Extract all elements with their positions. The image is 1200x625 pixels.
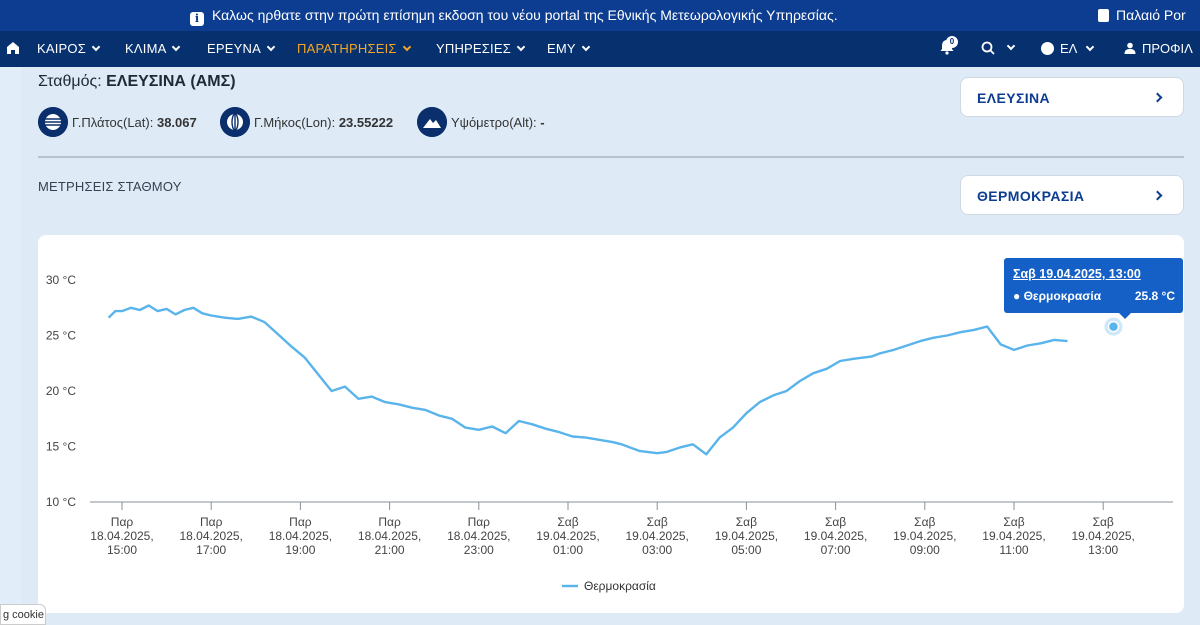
banner-message: i Καλως ηρθατε στην πρώτη επίσημη εκδοση … [190,7,838,26]
legend-label: Θερμοκρασία [584,579,656,593]
profile-link[interactable]: ΠΡΟΦΙΛ [1124,41,1193,56]
tooltip-series: ● Θερμοκρασία [1013,289,1102,303]
language-selector[interactable]: ΕΛ [1041,41,1095,56]
x-tick-label: 18.04.2025, [90,529,153,543]
x-tick-label: Σαβ [825,515,846,529]
x-tick-label: 19.04.2025, [715,529,778,543]
chevron-down-icon [581,42,591,52]
y-tick-label: 20 °C [46,384,76,398]
temperature-series-line [107,304,1068,456]
tooltip-value: 25.8 °C [1134,289,1175,303]
chevron-down-icon[interactable] [1006,41,1016,51]
x-tick-label: Σαβ [1003,515,1024,529]
longitude-icon [220,107,250,137]
document-icon [1098,9,1109,22]
tooltip-pointer [1119,313,1131,319]
latitude-icon [38,107,68,137]
x-tick-label: 19.04.2025, [982,529,1045,543]
y-tick-label: 15 °C [46,440,76,454]
y-tick-label: 30 °C [46,273,76,287]
measurement-selector[interactable]: ΘΕΡΜΟΚΡΑΣΙΑ [960,175,1184,215]
x-tick-label: 19.04.2025, [893,529,956,543]
chevron-down-icon [402,42,411,52]
nav-item-ypiresies[interactable]: ΥΠΗΡΕΣΙΕΣ [436,41,526,56]
section-divider [38,156,1184,158]
x-tick-label: 13:00 [1088,543,1118,557]
nav-item-ereuna[interactable]: ΕΡΕΥΝΑ [207,41,276,56]
x-tick-label: 21:00 [375,543,405,557]
mountain-icon [417,107,447,137]
x-tick-label: Παρ [200,515,223,529]
user-icon [1124,42,1136,54]
home-icon[interactable] [6,41,20,55]
x-tick-label: 11:00 [999,543,1028,557]
x-tick-label: 18.04.2025, [447,529,510,543]
chevron-down-icon [91,42,101,52]
x-tick-label: 03:00 [642,543,672,557]
x-tick-label: 15:00 [107,543,137,557]
x-tick-label: 23:00 [464,543,494,557]
station-selector[interactable]: ΕΛΕΥΣΙΝΑ [960,77,1184,117]
temperature-chart: 30 °C 25 °C 20 °C 15 °C 10 °C Παρ 18.04.2025, 1… [38,235,1184,613]
chevron-down-icon [172,42,181,52]
nav-item-klima[interactable]: ΚΛΙΜΑ [125,41,181,56]
x-tick-label: 18.04.2025, [269,529,332,543]
x-tick-label: Σαβ [1093,515,1114,529]
station-title: Σταθμός: ΕΛΕΥΣΙΝΑ (ΑΜΣ) [38,73,236,90]
x-tick-label: 19.04.2025, [1071,529,1134,543]
x-tick-label: Σαβ [647,515,668,529]
chevron-down-icon [516,42,526,52]
x-tick-label: Σαβ [736,515,757,529]
x-tick-label: 09:00 [910,543,940,557]
info-icon: i [190,12,204,26]
x-tick-label: Παρ [468,515,491,529]
x-tick-label: 18.04.2025, [179,529,242,543]
x-tick-label: 19.04.2025, [625,529,688,543]
globe-icon [1041,42,1054,55]
nav-item-paratiriseis[interactable]: ΠΑΡΑΤΗΡΗΣΕΙΣ [297,41,411,56]
search-icon[interactable] [981,41,995,55]
x-tick-label: Σαβ [914,515,935,529]
x-tick-label: Παρ [111,515,134,529]
welcome-banner: i Καλως ηρθατε στην πρώτη επίσημη εκδοση … [0,0,1200,31]
notification-badge: 0 [946,36,958,48]
cookie-settings-button[interactable]: g cookie [0,604,46,625]
x-tick-label: Σαβ [557,515,578,529]
x-tick-label: 17:00 [196,543,226,557]
x-tick-label: 01:00 [553,543,583,557]
chevron-down-icon [266,42,276,52]
chevron-right-icon [1152,92,1163,103]
x-tick-label: 19.04.2025, [804,529,867,543]
nav-item-kairos[interactable]: ΚΑΙΡΟΣ [37,41,101,56]
x-tick-label: 19.04.2025, [536,529,599,543]
main-nav: ΚΑΙΡΟΣ ΚΛΙΜΑ ΕΡΕΥΝΑ ΠΑΡΑΤΗΡΗΣΕΙΣ ΥΠΗΡΕΣΙ… [0,31,1200,67]
x-tick-label: 19:00 [285,543,315,557]
chart-svg: 30 °C25 °C20 °C15 °C10 °CΠαρ18.04.2025,1… [46,273,1173,593]
x-tick-label: Παρ [378,515,401,529]
y-tick-label: 10 °C [46,495,76,509]
chart-tooltip: Σαβ 19.04.2025, 13:00 ● Θερμοκρασία 25.8… [1004,258,1183,319]
x-tick-label: 07:00 [821,543,851,557]
section-title: ΜΕΤΡΗΣΕΙΣ ΣΤΑΘΜΟΥ [38,179,182,194]
nav-item-emy[interactable]: ΕΜΥ [547,41,591,56]
x-tick-label: Παρ [289,515,312,529]
tooltip-date: Σαβ 19.04.2025, 13:00 [1013,267,1141,281]
hover-point [1107,320,1120,333]
chevron-right-icon [1152,190,1163,201]
x-tick-label: 18.04.2025, [358,529,421,543]
x-tick-label: 05:00 [731,543,761,557]
y-tick-label: 25 °C [46,329,76,343]
chevron-down-icon [1086,42,1095,52]
old-portal-link[interactable]: Παλαιό Por [1098,7,1186,23]
